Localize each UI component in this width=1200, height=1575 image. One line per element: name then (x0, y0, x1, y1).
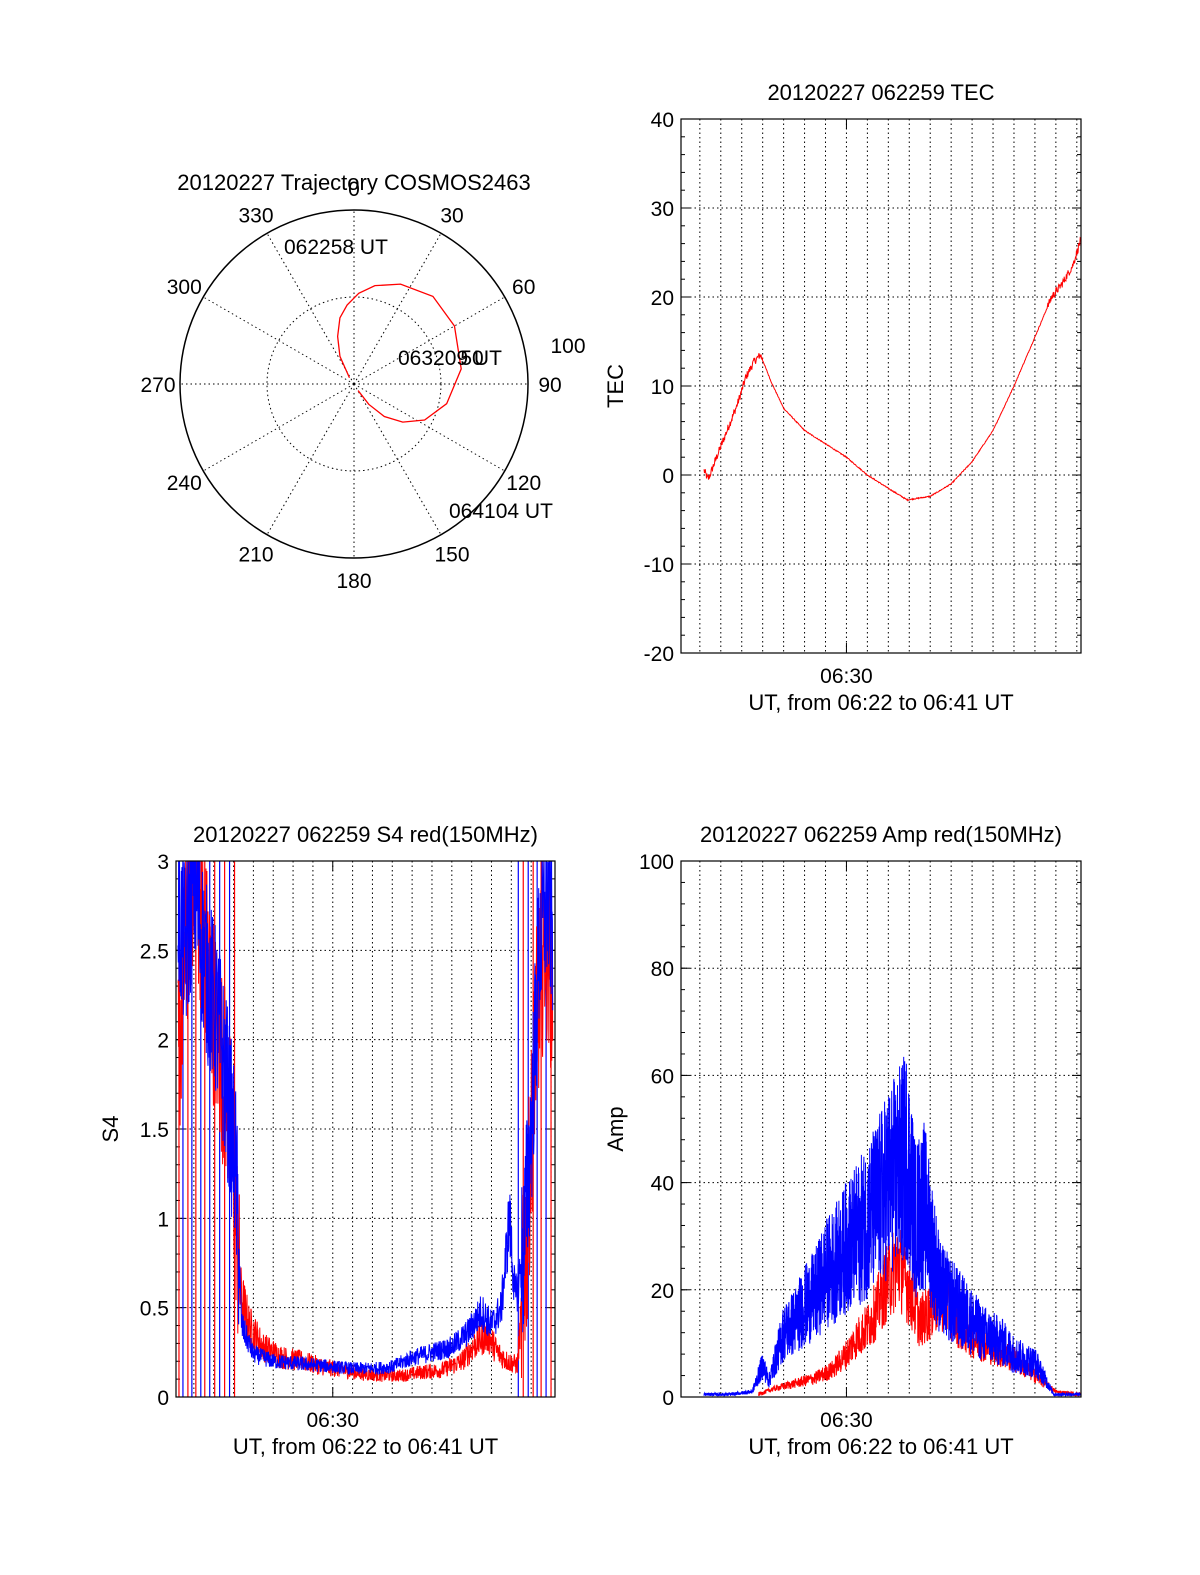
polar-angle-label: 30 (440, 204, 463, 227)
polar-spoke (266, 383, 355, 535)
y-tick-label: 2 (157, 1030, 169, 1053)
s4-blue-series (177, 861, 554, 1376)
trajectory-line (336, 283, 462, 423)
amp-blue-series (703, 1056, 1081, 1397)
y-tick-label: 0 (662, 1387, 674, 1410)
polar-angle-label: 120 (506, 472, 541, 495)
polar-inner-ring (266, 296, 442, 472)
y-tick-label: 60 (651, 1065, 674, 1088)
annotation-start: 062258 UT (284, 236, 388, 259)
y-tick-label: 1 (157, 1208, 169, 1231)
y-axis-label: S4 (98, 1116, 123, 1143)
y-tick-label: 10 (651, 376, 674, 399)
x-tick-label: 06:30 (820, 1409, 873, 1432)
y-tick-label: 100 (639, 851, 674, 874)
y-axis-label: TEC (603, 364, 628, 408)
y-tick-label: -20 (644, 643, 674, 666)
y-tick-label: 40 (651, 1173, 674, 1196)
y-tick-label: 2.5 (140, 940, 169, 963)
x-tick-label: 06:30 (820, 665, 873, 688)
chart-panel-3: 20120227 062259 Amp red(150MHz) 0 20 40 60 80… (603, 822, 1082, 1459)
chart-title: 20120227 062259 S4 red(150MHz) (193, 822, 538, 847)
y-tick-label: 30 (651, 198, 674, 221)
y-axis-label: Amp (603, 1106, 628, 1151)
polar-angle-label: 180 (336, 570, 371, 593)
y-tick-label: 0 (157, 1387, 169, 1410)
plot-frame (680, 118, 1082, 654)
polar-angle-label: 270 (140, 374, 175, 397)
polar-angle-label: 300 (167, 276, 202, 299)
plot-frame (680, 860, 1082, 1398)
y-tick-label: 3 (157, 851, 169, 874)
polar-radius-label: 100 (550, 335, 585, 358)
polar-spoke (203, 296, 355, 385)
chart-panel-1: 20120227 062259 TEC -20 -10 0 10 20 30 40 06:30U… (603, 80, 1082, 715)
polar-angle-label: 240 (167, 472, 202, 495)
x-axis-label: UT, from 06:22 to 06:41 UT (748, 1434, 1013, 1459)
y-tick-label: 20 (651, 1280, 674, 1303)
chart-title: 20120227 062259 TEC (767, 80, 994, 105)
polar-angle-label: 150 (434, 544, 469, 567)
y-tick-label: -10 (644, 554, 674, 577)
plot-area (703, 1056, 1081, 1397)
y-tick-label: 80 (651, 958, 674, 981)
polar-radius-inner-label: 50 (460, 347, 483, 370)
x-axis-label: UT, from 06:22 to 06:41 UT (748, 690, 1013, 715)
plot-area (177, 861, 554, 1397)
chart-title: 20120227 062259 Amp red(150MHz) (700, 822, 1062, 847)
polar-angle-label: 0 (348, 178, 360, 201)
polar-angle-label: 60 (512, 276, 535, 299)
y-tick-label: 40 (651, 109, 674, 132)
polar-spoke (203, 383, 355, 472)
tec-series-line (703, 236, 1081, 502)
y-tick-label: 20 (651, 287, 674, 310)
polar-outer-ring (179, 209, 529, 559)
x-axis-label: UT, from 06:22 to 06:41 UT (233, 1434, 498, 1459)
plot-area (703, 236, 1081, 502)
plot-frame (175, 860, 556, 1398)
x-tick-label: 06:30 (306, 1409, 359, 1432)
y-tick-label: 1.5 (140, 1119, 169, 1142)
y-tick-label: 0 (662, 465, 674, 488)
polar-title: 20120227 Trajectory COSMOS2463 (177, 170, 530, 195)
chart-panel-2: 20120227 062259 S4 red(150MHz) 0 0.5 1 1.5 2 2… (98, 822, 556, 1459)
polar-angle-label: 330 (238, 204, 273, 227)
polar-angle-label: 90 (538, 374, 561, 397)
annotation-mid: 063209 UT (398, 347, 502, 370)
polar-angle-label: 210 (238, 544, 273, 567)
y-tick-label: 0.5 (140, 1298, 169, 1321)
polar-spoke (266, 233, 355, 385)
annotation-end: 064104 UT (449, 500, 553, 523)
